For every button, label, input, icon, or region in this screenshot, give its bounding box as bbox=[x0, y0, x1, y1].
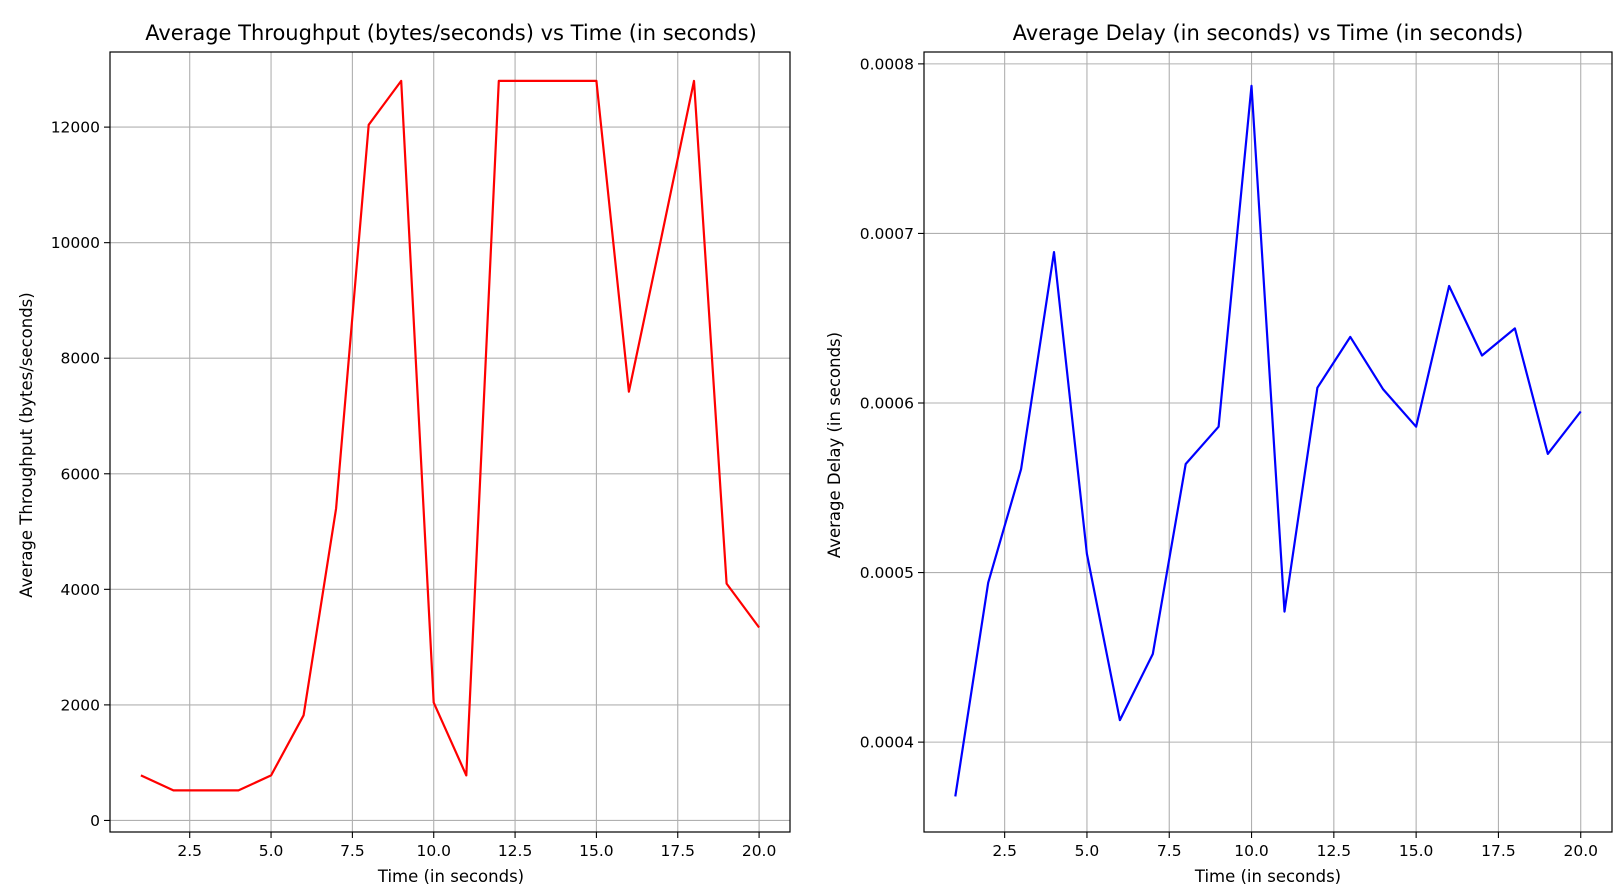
throughput-y-tick-label: 10000 bbox=[51, 234, 100, 252]
throughput-y-axis-label: Average Throughput (bytes/seconds) bbox=[17, 292, 36, 597]
throughput-chart: Average Throughput (bytes/seconds) vs Ti… bbox=[17, 21, 790, 886]
delay-axes-frame bbox=[924, 52, 1612, 832]
delay-x-tick-label: 12.5 bbox=[1317, 842, 1352, 860]
throughput-x-tick-label: 7.5 bbox=[340, 842, 365, 860]
delay-x-tick-label: 15.0 bbox=[1399, 842, 1434, 860]
delay-x-tick-label: 10.0 bbox=[1234, 842, 1269, 860]
delay-y-tick-label: 0.0006 bbox=[860, 395, 914, 413]
throughput-y-tick-label: 4000 bbox=[61, 581, 100, 599]
delay-y-tick-label: 0.0007 bbox=[860, 225, 914, 243]
throughput-chart-title: Average Throughput (bytes/seconds) vs Ti… bbox=[145, 21, 757, 45]
delay-x-axis-label: Time (in seconds) bbox=[1194, 867, 1341, 886]
delay-y-tick-label: 0.0005 bbox=[860, 564, 914, 582]
delay-y-tick-label: 0.0004 bbox=[860, 734, 914, 752]
throughput-y-tick-label: 8000 bbox=[61, 350, 100, 368]
throughput-series-line bbox=[141, 81, 759, 791]
throughput-y-tick-label: 0 bbox=[90, 812, 100, 830]
throughput-x-axis-label: Time (in seconds) bbox=[377, 867, 524, 886]
throughput-x-tick-label: 5.0 bbox=[259, 842, 284, 860]
throughput-x-tick-label: 15.0 bbox=[579, 842, 614, 860]
delay-series-line bbox=[955, 86, 1580, 797]
delay-y-tick-label: 0.0008 bbox=[860, 55, 914, 73]
throughput-x-tick-label: 12.5 bbox=[498, 842, 533, 860]
delay-x-tick-label: 17.5 bbox=[1481, 842, 1516, 860]
delay-x-tick-label: 5.0 bbox=[1075, 842, 1100, 860]
delay-x-tick-label: 2.5 bbox=[992, 842, 1017, 860]
throughput-x-tick-label: 20.0 bbox=[742, 842, 777, 860]
delay-x-tick-label: 7.5 bbox=[1157, 842, 1182, 860]
delay-y-axis-label: Average Delay (in seconds) bbox=[825, 332, 844, 558]
throughput-axes-frame bbox=[110, 52, 790, 832]
throughput-y-tick-label: 2000 bbox=[61, 696, 100, 714]
delay-x-tick-label: 20.0 bbox=[1563, 842, 1598, 860]
delay-chart: Average Delay (in seconds) vs Time (in s… bbox=[825, 21, 1612, 886]
delay-chart-title: Average Delay (in seconds) vs Time (in s… bbox=[1013, 21, 1524, 45]
throughput-x-tick-label: 17.5 bbox=[660, 842, 695, 860]
throughput-y-tick-label: 12000 bbox=[51, 119, 100, 137]
throughput-x-tick-label: 10.0 bbox=[416, 842, 451, 860]
throughput-x-tick-label: 2.5 bbox=[177, 842, 202, 860]
throughput-y-tick-label: 6000 bbox=[61, 465, 100, 483]
